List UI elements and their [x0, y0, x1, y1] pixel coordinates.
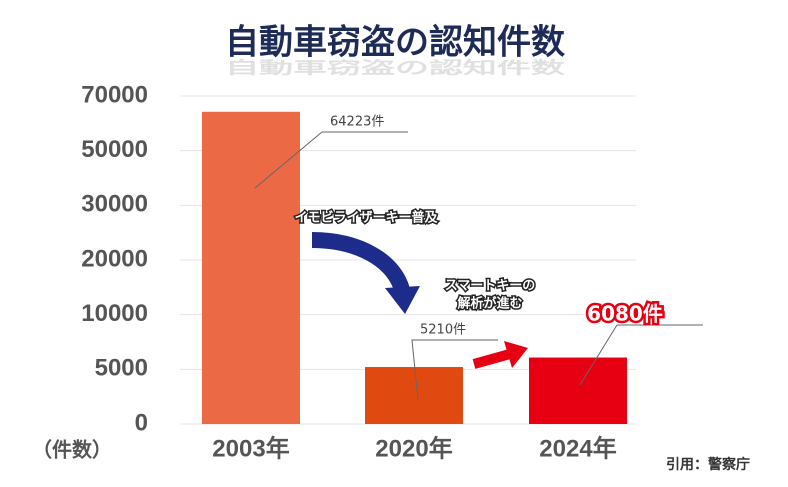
value-label: 64223件	[330, 115, 384, 130]
y-tick-label: 50000	[81, 136, 148, 163]
y-tick-label: 0	[135, 409, 148, 436]
value-label: 5210件	[420, 323, 466, 338]
y-tick-label: 20000	[81, 245, 148, 272]
annotation: イモビライザーキー普及	[294, 210, 438, 226]
arrow-head	[385, 286, 420, 314]
value-label: 6080件	[587, 302, 663, 326]
y-tick-label: 30000	[81, 191, 148, 218]
annotation: 解析が進む	[456, 296, 522, 312]
bar	[529, 357, 627, 424]
chart-title: 自動車窃盗の認知件数	[225, 23, 565, 63]
leader-line	[254, 131, 408, 189]
y-axis-label: （件数）	[32, 438, 112, 462]
title-shadow: 自動車窃盗の認知件数	[225, 58, 565, 78]
x-tick-label: 2020年	[375, 434, 452, 462]
leader-line	[579, 324, 703, 386]
arrow	[472, 349, 512, 369]
y-tick-label: 70000	[81, 81, 148, 108]
bar	[365, 367, 463, 424]
x-tick-label: 2003年	[212, 434, 289, 462]
bar	[202, 111, 300, 424]
annotation: スマートキーの	[445, 279, 536, 294]
y-tick-label: 5000	[95, 355, 148, 382]
source: 引用：警察庁	[666, 456, 750, 473]
arrow-head	[504, 341, 528, 368]
x-tick-label: 2024年	[539, 434, 616, 462]
y-tick-label: 10000	[81, 300, 148, 327]
arrow	[311, 232, 410, 293]
leader-line	[411, 339, 498, 401]
